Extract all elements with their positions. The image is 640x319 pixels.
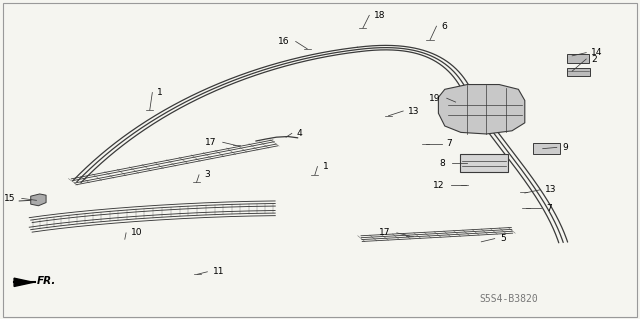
FancyBboxPatch shape — [460, 154, 508, 172]
Text: 13: 13 — [545, 185, 557, 194]
Text: 1: 1 — [157, 88, 163, 97]
Text: 12: 12 — [433, 181, 444, 189]
Text: 16: 16 — [278, 37, 289, 46]
Text: 17: 17 — [205, 138, 216, 147]
FancyBboxPatch shape — [567, 68, 590, 76]
Text: 7: 7 — [547, 204, 552, 213]
Text: 17: 17 — [379, 228, 390, 237]
Text: 4: 4 — [297, 129, 303, 138]
Text: 2: 2 — [591, 55, 597, 63]
FancyBboxPatch shape — [533, 143, 560, 154]
Text: 7: 7 — [447, 139, 452, 148]
Text: 9: 9 — [562, 143, 568, 152]
Text: 3: 3 — [204, 170, 210, 179]
Text: 18: 18 — [374, 11, 386, 20]
Polygon shape — [438, 85, 525, 134]
Text: 6: 6 — [442, 22, 447, 31]
Text: FR.: FR. — [37, 276, 56, 286]
Text: 5: 5 — [500, 234, 506, 243]
Text: 13: 13 — [408, 107, 420, 115]
Text: 11: 11 — [212, 267, 224, 276]
Text: 14: 14 — [591, 48, 603, 57]
Text: 15: 15 — [4, 194, 15, 203]
Text: 8: 8 — [440, 159, 445, 167]
Text: 19: 19 — [429, 94, 440, 103]
Polygon shape — [31, 194, 46, 206]
Text: S5S4-B3820: S5S4-B3820 — [479, 294, 538, 304]
FancyBboxPatch shape — [567, 54, 589, 63]
Text: 1: 1 — [323, 162, 328, 171]
Polygon shape — [14, 278, 33, 286]
Text: 10: 10 — [131, 228, 143, 237]
